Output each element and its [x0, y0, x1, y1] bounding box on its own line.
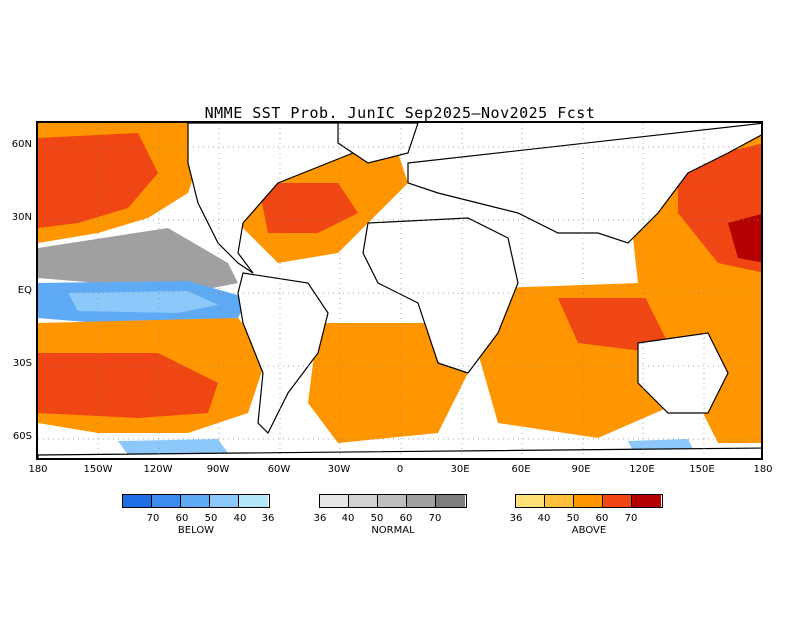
legend-below-tick: 70 [146, 513, 160, 524]
legend-below-tick: 36 [261, 513, 275, 524]
sst-probability-map [38, 123, 761, 458]
above-region-south-atlantic [308, 323, 468, 443]
legend-above-name: ABOVE [571, 525, 607, 536]
lon-label-180w: 180 [28, 464, 48, 475]
legend-above-swatch-2 [545, 495, 574, 507]
map-title: NMME SST Prob. JunIC Sep2025–Nov2025 Fcs… [204, 104, 596, 122]
lon-label-30e: 30E [450, 464, 470, 475]
legend-normal-tick: 60 [399, 513, 413, 524]
legend-above-tick: 60 [595, 513, 609, 524]
legend-normal-tick: 70 [428, 513, 442, 524]
legend-normal-swatch-4 [407, 495, 436, 507]
legend-above-tick: 36 [509, 513, 523, 524]
antarctica-land [38, 447, 761, 458]
legend-below-tick: 50 [204, 513, 218, 524]
lon-label-150e: 150E [689, 464, 715, 475]
legend-below-colorbar [122, 494, 270, 508]
legend-normal-name: NORMAL [371, 525, 415, 536]
legend-below-swatch-3 [181, 495, 210, 507]
legend-above-tick: 70 [624, 513, 638, 524]
lon-label-120e: 120E [629, 464, 655, 475]
coastlines [38, 123, 761, 458]
lat-label-eq: EQ [17, 285, 32, 296]
lon-label-120w: 120W [143, 464, 173, 475]
lon-label-90e: 90E [571, 464, 591, 475]
legend-normal: 36 40 50 60 70 NORMAL [314, 494, 467, 536]
lon-label-60w: 60W [267, 464, 291, 475]
legend-above-swatch-1 [516, 495, 545, 507]
legend-normal-swatch-3 [378, 495, 407, 507]
legend-above-swatch-5 [632, 495, 661, 507]
below-region-southern-indian [628, 439, 693, 451]
legend-normal-colorbar [319, 494, 467, 508]
lon-label-60e: 60E [511, 464, 531, 475]
lat-label-60n: 60N [11, 139, 32, 150]
south-america-land [237, 272, 329, 435]
legend-above: 36 40 50 60 70 ABOVE [510, 494, 663, 536]
legend-above-tick: 40 [537, 513, 551, 524]
lon-label-0: 0 [396, 464, 404, 475]
europe-asia-land [407, 123, 761, 244]
lat-label-30s: 30S [12, 358, 32, 369]
legend-below-tick: 60 [175, 513, 189, 524]
australia-land [637, 332, 729, 414]
lon-label-30w: 30W [327, 464, 351, 475]
map-panel [36, 121, 763, 460]
above-strong-south-pacific [38, 353, 218, 418]
normal-region-east-pacific [38, 228, 238, 293]
legend-normal-swatch-5 [436, 495, 465, 507]
legend-above-swatch-3 [574, 495, 603, 507]
above-strong-north-atlantic [258, 183, 358, 233]
legend-normal-swatch-2 [349, 495, 378, 507]
legend-below-tick: 40 [233, 513, 247, 524]
greenland-land [337, 123, 419, 164]
legend-normal-tick: 40 [341, 513, 355, 524]
legend-normal-swatch-1 [320, 495, 349, 507]
legend-below-swatch-5 [239, 495, 268, 507]
africa-land [362, 217, 519, 374]
lon-label-90w: 90W [206, 464, 230, 475]
legend-below-swatch-1 [123, 495, 152, 507]
legend-normal-tick: 36 [313, 513, 327, 524]
legend-below-name: BELOW [177, 525, 215, 536]
above-very-strong-west-pacific [728, 214, 761, 263]
below-region-southern-ocean [118, 439, 228, 455]
lon-label-180e: 180 [753, 464, 773, 475]
graticule [38, 123, 761, 458]
below-strong-equatorial-pacific [68, 291, 218, 313]
legend-above-swatch-4 [603, 495, 632, 507]
legend-below-swatch-2 [152, 495, 181, 507]
legend-above-tick: 50 [566, 513, 580, 524]
lat-label-30n: 30N [11, 212, 32, 223]
legend-above-colorbar [515, 494, 663, 508]
lat-label-60s: 60S [12, 431, 32, 442]
legend-normal-tick: 50 [370, 513, 384, 524]
above-strong-north-pacific [38, 133, 158, 228]
lon-label-150w: 150W [83, 464, 113, 475]
legend-below-swatch-4 [210, 495, 239, 507]
legend-below: 70 60 50 40 36 BELOW [122, 494, 274, 536]
